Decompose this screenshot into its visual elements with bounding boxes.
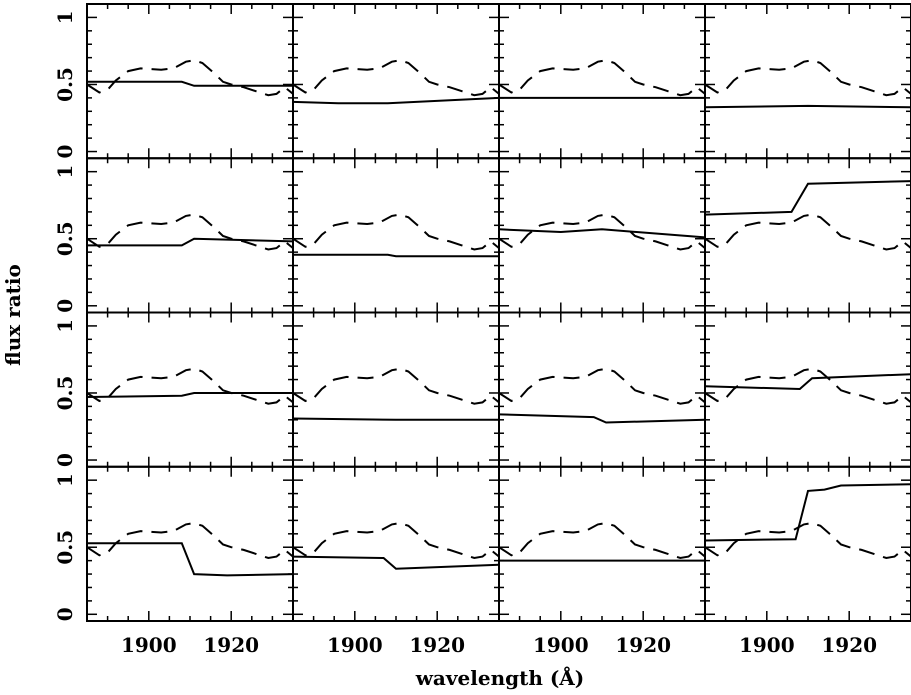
panel-1-2 <box>292 3 500 160</box>
y-tick-label: 1 <box>53 319 77 333</box>
flux-ratio-series <box>704 373 911 391</box>
panel-frame <box>498 3 706 160</box>
y-tick-label: 0 <box>53 299 77 313</box>
flux-ratio-series <box>87 542 294 577</box>
panel-frame <box>292 157 500 314</box>
reference-dashed-series <box>86 522 294 560</box>
reference-dashed-series <box>292 213 500 251</box>
flux-ratio-series <box>293 253 499 258</box>
y-tick-label: 0 <box>53 453 77 467</box>
flux-ratio-series <box>87 80 293 87</box>
y-tick-label: 1 <box>53 165 77 179</box>
flux-ratio-series <box>498 228 706 239</box>
reference-dashed-series <box>498 213 706 251</box>
panel-1-1 <box>86 3 294 160</box>
y-tick-label: 0 <box>53 145 77 159</box>
flux-ratio-series <box>498 413 706 424</box>
panel-4-3 <box>498 465 706 622</box>
reference-dashed-series <box>498 59 706 97</box>
y-tick-label: 0 <box>53 607 77 621</box>
y-tick-label: 1 <box>53 10 77 24</box>
flux-ratio-series <box>292 96 500 105</box>
flux-ratio-series <box>704 104 911 109</box>
panel-1-3 <box>498 3 706 160</box>
reference-dashed-series <box>292 522 500 560</box>
panel-2-3 <box>498 157 706 314</box>
panel-frame <box>704 465 911 622</box>
tick-labels: 0 0.5 1 0 0.5 1 0 0.5 1 0 0.5 1 1900 1920 1900 1920 1900… <box>53 10 877 657</box>
panel-3-4 <box>704 311 911 468</box>
flux-ratio-series <box>292 555 500 570</box>
x-tick-label: 1900 <box>739 633 795 657</box>
panel-2-1 <box>86 157 294 314</box>
y-tick-label: 0.5 <box>53 530 77 565</box>
panel-3-3 <box>498 311 706 468</box>
panel-4-1 <box>86 465 294 622</box>
x-tick-label: 1900 <box>327 633 383 657</box>
panel-2-2 <box>292 157 500 314</box>
x-axis-label: wavelength (Å) <box>415 666 585 690</box>
y-tick-label: 0.5 <box>53 67 77 102</box>
panel-frame <box>292 3 500 160</box>
panel-4-4 <box>704 465 911 622</box>
reference-dashed-series <box>704 59 911 97</box>
panel-frame <box>292 311 500 468</box>
x-tick-label: 1900 <box>121 633 177 657</box>
flux-ratio-series <box>704 180 911 216</box>
panel-frame <box>704 3 911 160</box>
panel-1-4 <box>704 3 911 160</box>
reference-dashed-series <box>498 367 706 405</box>
panel-3-1 <box>86 311 294 468</box>
panel-2-4 <box>704 157 911 314</box>
reference-dashed-series <box>292 367 500 405</box>
flux-ratio-series <box>292 417 499 421</box>
flux-ratio-series <box>704 483 911 542</box>
panel-frame <box>292 465 500 622</box>
panel-frame <box>86 157 294 314</box>
reference-dashed-series <box>86 367 294 405</box>
reference-dashed-series <box>86 59 294 97</box>
y-axis-label: flux ratio <box>1 264 25 366</box>
x-tick-label: 1920 <box>409 633 465 657</box>
panel-frame <box>86 311 294 468</box>
flux-ratio-series <box>87 237 294 247</box>
x-tick-label: 1920 <box>821 633 877 657</box>
panel-4-2 <box>292 465 500 622</box>
panel-grid <box>86 3 911 622</box>
reference-dashed-series <box>704 522 911 560</box>
reference-dashed-series <box>86 213 294 251</box>
y-tick-label: 1 <box>53 473 77 487</box>
y-tick-label: 0.5 <box>53 376 77 411</box>
panel-frame <box>498 311 706 468</box>
panel-3-2 <box>292 311 500 468</box>
panel-frame <box>498 465 706 622</box>
x-tick-label: 1920 <box>615 633 671 657</box>
reference-dashed-series <box>292 59 500 97</box>
reference-dashed-series <box>498 522 706 560</box>
x-tick-label: 1920 <box>203 633 259 657</box>
x-tick-label: 1900 <box>533 633 589 657</box>
y-tick-label: 0.5 <box>53 221 77 256</box>
panel-frame <box>704 311 911 468</box>
reference-dashed-series <box>704 213 911 251</box>
flux-ratio-series <box>86 392 293 398</box>
